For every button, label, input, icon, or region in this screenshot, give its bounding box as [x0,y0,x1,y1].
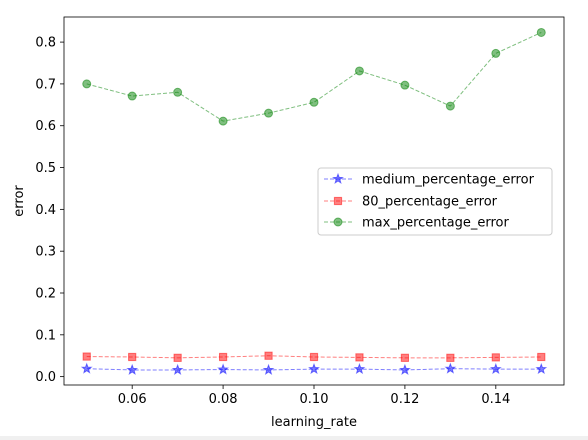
data-point-series-3 [218,116,228,126]
y-tick-label: 0.3 [35,245,56,260]
data-point-series-1 [444,362,457,374]
y-tick-label: 0.8 [35,36,56,51]
window-bottom-strip [0,436,588,440]
x-axis: 0.06 0.08 0.10 0.12 0.14 [118,385,510,407]
data-point-series-3 [536,27,546,37]
data-point-series-2 [218,352,228,362]
data-point-series-1 [262,363,275,375]
y-tick-label: 0.5 [35,161,56,176]
data-point-series-3 [82,79,92,89]
data-point-series-2 [173,353,182,362]
data-point-series-2 [355,353,364,362]
data-point-series-1 [126,363,139,375]
data-point-series-1 [353,362,366,375]
data-point-series-1 [171,363,184,375]
data-point-series-2 [264,351,273,360]
data-point-series-3 [127,91,137,101]
data-point-series-3 [400,80,410,90]
y-tick-label: 0.7 [35,77,56,92]
legend-label: medium_percentage_error [362,173,535,188]
data-point-series-2 [82,352,91,361]
legend-marker-1 [332,172,344,185]
data-point-series-2 [491,353,500,362]
legend-marker-3 [333,217,343,227]
series-layer [80,27,548,375]
y-axis: 0.0 0.1 0.2 0.3 0.4 0.5 0.6 0.7 0.8 [35,36,64,385]
y-tick-label: 0.6 [35,119,56,134]
data-point-series-3 [445,101,455,111]
series-line-3 [86,32,542,122]
y-axis-label: error [12,185,27,217]
data-point-series-2 [400,353,410,362]
y-tick-label: 0.2 [35,287,56,302]
data-point-series-2 [128,352,137,362]
data-point-series-1 [80,362,93,374]
data-point-series-1 [489,362,502,375]
legend-label: max_percentage_error [362,216,509,231]
x-tick-label: 0.14 [481,392,510,407]
y-tick-label: 0.1 [35,328,56,343]
data-point-series-1 [217,363,230,375]
data-point-series-3 [491,48,501,58]
y-tick-label: 0.4 [35,203,56,218]
data-point-series-1 [308,362,320,375]
data-point-series-3 [264,108,274,118]
legend-box [317,167,553,236]
data-point-series-3 [173,87,183,97]
x-tick-label: 0.06 [118,392,147,407]
legend-marker-2 [333,196,343,206]
data-point-series-2 [309,352,319,362]
legend-label: 80_percentage_error [362,195,498,210]
x-tick-label: 0.12 [390,392,419,407]
x-tick-label: 0.08 [209,392,238,407]
legend: medium_percentage_error 80_percentage_err… [317,167,553,236]
y-tick-label: 0.0 [35,370,56,385]
data-point-series-2 [446,353,455,362]
series-line-1 [86,368,542,371]
data-point-series-1 [398,363,411,375]
data-point-series-2 [537,352,546,362]
data-point-series-1 [535,362,548,375]
x-axis-label: learning_rate [271,415,357,430]
x-tick-label: 0.10 [300,392,329,407]
series-line-2 [86,355,542,359]
data-point-series-3 [309,97,319,107]
data-point-series-3 [354,66,364,76]
